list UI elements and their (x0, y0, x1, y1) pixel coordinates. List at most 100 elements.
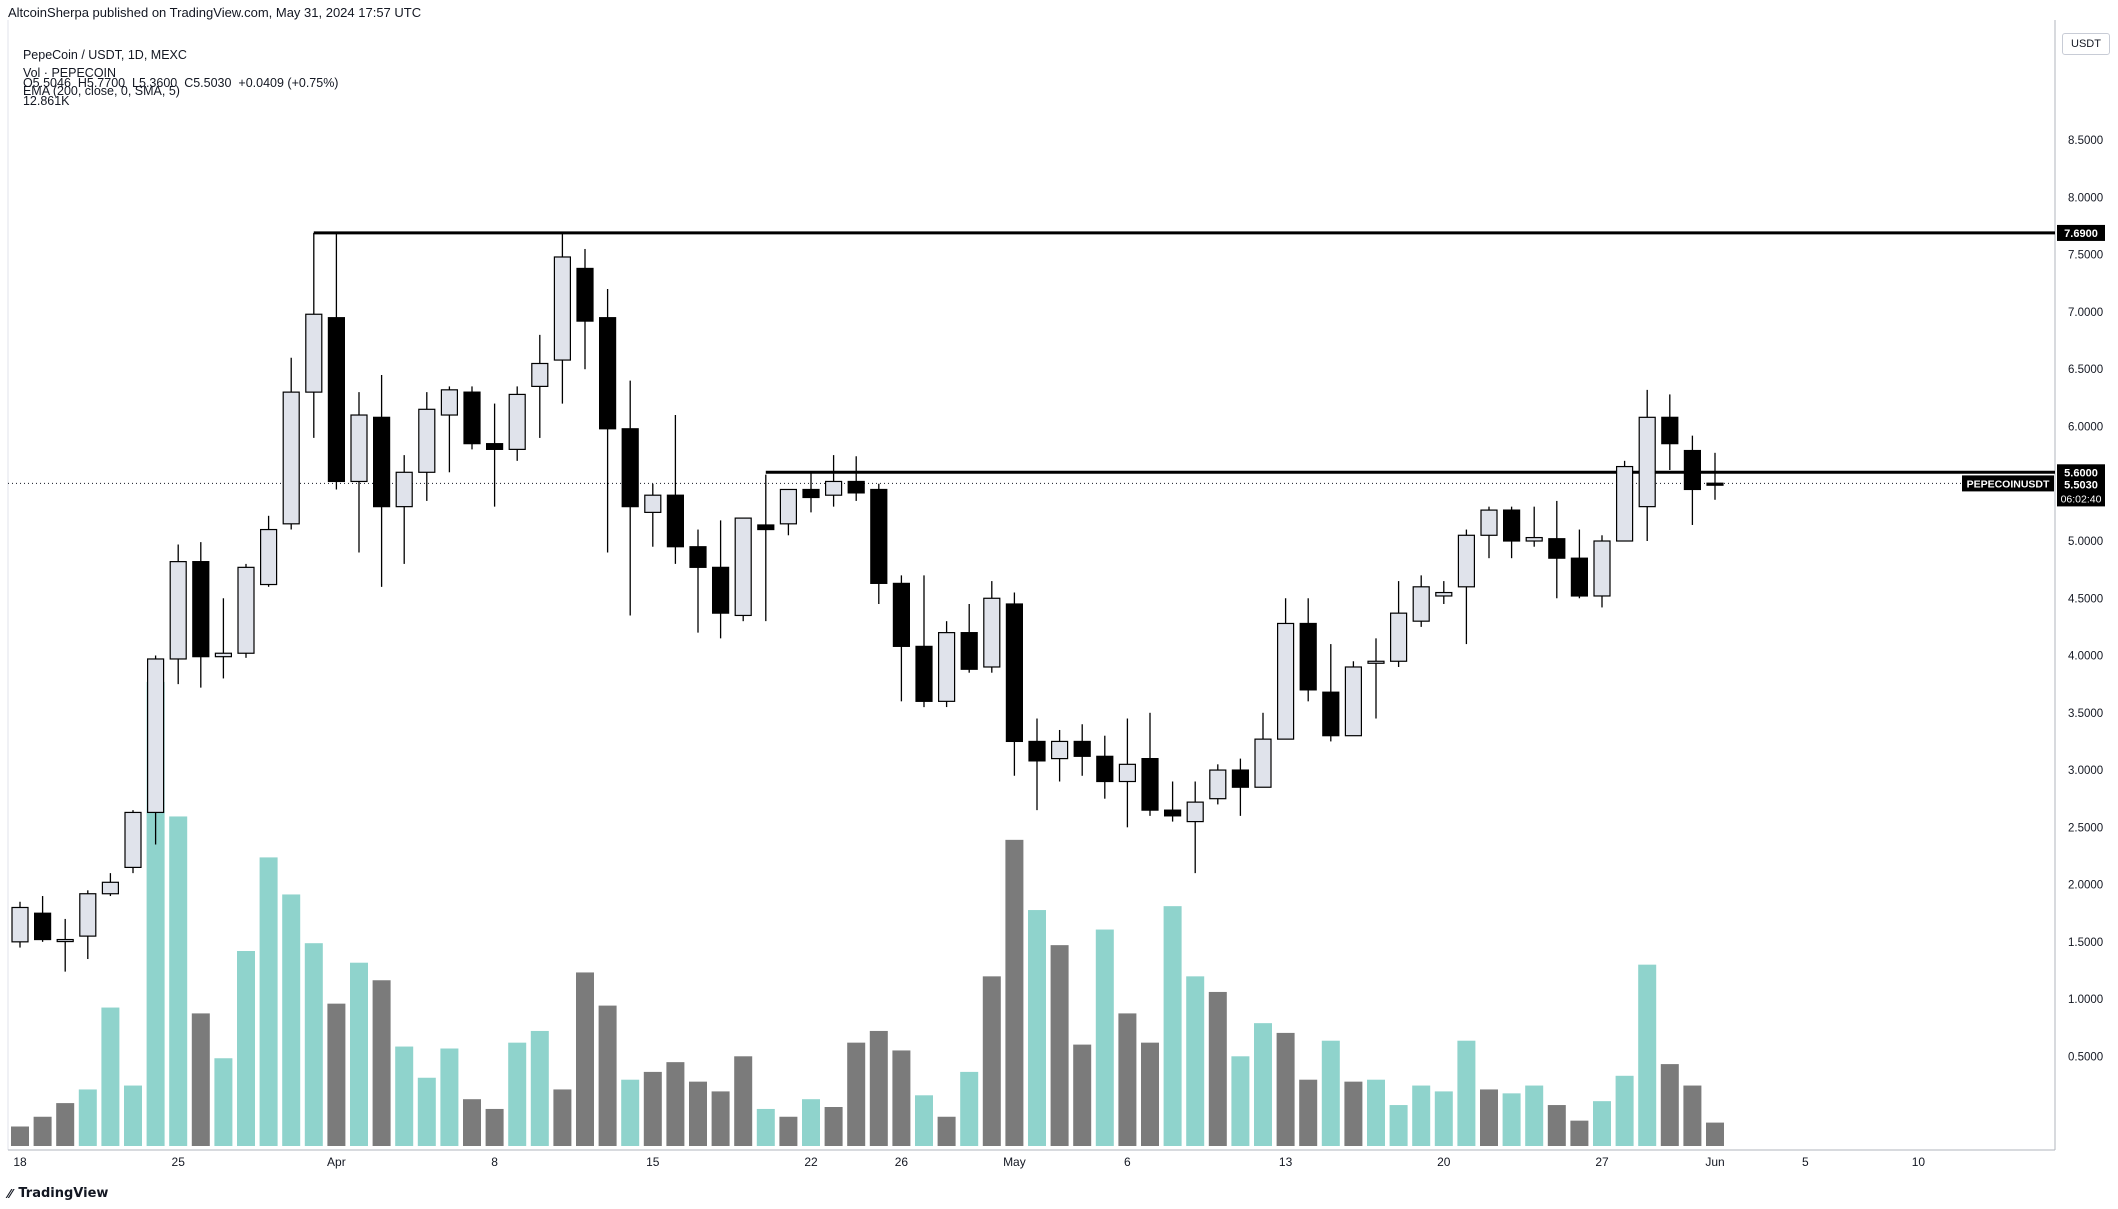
candle-body[interactable] (1548, 538, 1566, 559)
volume-bar (1683, 1085, 1702, 1146)
candle-body[interactable] (1231, 769, 1250, 788)
candle-body[interactable] (1412, 586, 1430, 622)
candle-body[interactable] (1683, 449, 1702, 491)
candle-body[interactable] (1163, 809, 1182, 817)
symbol-name[interactable]: PepeCoin / USDT, 1D, MEXC (22, 48, 187, 62)
candle-body[interactable] (666, 494, 685, 548)
price-tick-label: 7.0000 (2068, 307, 2103, 319)
candle-body[interactable] (960, 632, 978, 670)
candle-body[interactable] (56, 938, 74, 943)
currency-button[interactable]: USDT (2062, 33, 2110, 55)
candle-body[interactable] (486, 443, 504, 450)
candle-body[interactable] (757, 524, 775, 531)
candle-body[interactable] (983, 597, 1001, 668)
volume-bar (372, 980, 391, 1146)
volume-bar (124, 1085, 142, 1146)
candle-body[interactable] (237, 566, 255, 654)
candle-body[interactable] (598, 317, 617, 430)
candle-body[interactable] (1615, 465, 1634, 542)
candle-body[interactable] (395, 471, 413, 508)
candle-body[interactable] (508, 393, 526, 450)
candle-body[interactable] (847, 480, 865, 494)
candle-body[interactable] (214, 652, 232, 658)
candle-body[interactable] (440, 389, 458, 416)
candle-body[interactable] (260, 528, 278, 586)
price-tick-label: 8.5000 (2068, 135, 2103, 147)
volume-bar (259, 857, 278, 1146)
candle-body[interactable] (192, 561, 210, 658)
candle-body[interactable] (802, 488, 820, 499)
candle-body[interactable] (1570, 557, 1589, 597)
candle-body[interactable] (1141, 758, 1159, 811)
candle-body[interactable] (1480, 509, 1498, 536)
candle-body[interactable] (373, 416, 391, 508)
volume-bar (1434, 1091, 1453, 1146)
candle-body[interactable] (734, 517, 752, 617)
volume-label[interactable]: Vol · PEPECOIN (22, 66, 117, 80)
candle-body[interactable] (1186, 801, 1204, 823)
candle-body[interactable] (1502, 509, 1521, 542)
candle-body[interactable] (101, 881, 120, 895)
candle-body[interactable] (1457, 534, 1476, 588)
candle-body[interactable] (1050, 740, 1069, 760)
candle-body[interactable] (1322, 691, 1340, 737)
candle-body[interactable] (531, 362, 549, 387)
candle-body[interactable] (1276, 622, 1295, 740)
candle-body[interactable] (463, 391, 481, 445)
volume-bar (463, 1099, 481, 1146)
candle-body[interactable] (892, 582, 911, 647)
candle-body[interactable] (1254, 738, 1272, 788)
candle-body[interactable] (1073, 740, 1091, 757)
candle-body[interactable] (124, 811, 142, 869)
candle-body[interactable] (1118, 763, 1137, 783)
time-tick-label: 15 (646, 1155, 660, 1169)
candle-body[interactable] (779, 488, 798, 525)
candle-body[interactable] (1706, 482, 1724, 486)
candle-body[interactable] (1005, 603, 1024, 743)
candle-body[interactable] (1638, 416, 1656, 508)
volume-bar (1660, 1064, 1679, 1146)
volume-bar (1615, 1075, 1634, 1146)
candle-body[interactable] (621, 428, 639, 508)
candle-body[interactable] (915, 645, 933, 702)
candle-body[interactable] (644, 494, 662, 513)
candle-body[interactable] (937, 632, 956, 702)
time-tick-label: 5 (1802, 1155, 1809, 1169)
candle-body[interactable] (147, 658, 165, 814)
candle-body[interactable] (689, 546, 707, 568)
volume-bar (1208, 991, 1227, 1146)
tradingview-logo-icon: ⁄⁄ (8, 1186, 13, 1201)
candle-body[interactable] (79, 893, 97, 937)
candle-body[interactable] (1661, 416, 1679, 445)
candle-body[interactable] (327, 317, 345, 483)
candle-body[interactable] (553, 256, 572, 361)
candle-body[interactable] (350, 414, 368, 483)
candle-body[interactable] (824, 480, 843, 496)
candle-body[interactable] (1344, 666, 1363, 737)
candle-body[interactable] (1299, 622, 1317, 691)
candle-body[interactable] (33, 912, 52, 941)
candle-body[interactable] (282, 391, 300, 525)
candle-body[interactable] (11, 906, 29, 943)
candle-body[interactable] (305, 313, 323, 393)
volume-bar (350, 962, 368, 1146)
candle-body[interactable] (1435, 591, 1453, 597)
time-tick-label: 20 (1437, 1155, 1451, 1169)
candle-body[interactable] (169, 561, 187, 660)
candle-body[interactable] (1525, 536, 1543, 542)
candle-body[interactable] (576, 267, 594, 322)
candle-body[interactable] (1389, 612, 1408, 662)
time-tick-label: 22 (804, 1155, 818, 1169)
candle-body[interactable] (1209, 769, 1227, 800)
candle-body[interactable] (1028, 740, 1046, 762)
volume-bar (621, 1079, 640, 1146)
candle-body[interactable] (1096, 755, 1114, 783)
candle-body[interactable] (711, 566, 730, 614)
volume-bar (960, 1071, 979, 1146)
candle-body[interactable] (870, 488, 888, 584)
candle-body[interactable] (418, 408, 436, 473)
candle-body[interactable] (1367, 660, 1385, 664)
candle-body[interactable] (1593, 540, 1611, 597)
indicator-label[interactable]: EMA (200, close, 0, SMA, 5) (22, 84, 180, 98)
